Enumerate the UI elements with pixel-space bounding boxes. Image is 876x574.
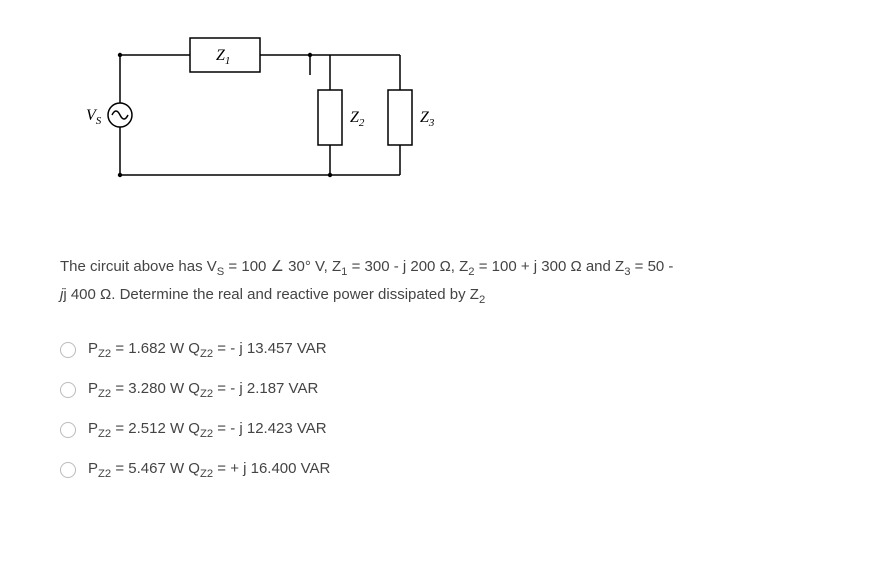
answer-options: PZ2 = 1.682 W QZ2 = - j 13.457 VAR PZ2 =… [60,340,816,480]
vs-label: VS [86,107,102,127]
option-label: PZ2 = 2.512 W QZ2 = - j 12.423 VAR [88,420,327,440]
option-2[interactable]: PZ2 = 3.280 W QZ2 = - j 2.187 VAR [60,380,816,400]
radio-icon [60,422,76,438]
radio-icon [60,462,76,478]
option-1[interactable]: PZ2 = 1.682 W QZ2 = - j 13.457 VAR [60,340,816,360]
radio-icon [60,382,76,398]
question-text: The circuit above has VS = 100 ∠ 30° V, … [60,254,816,310]
option-label: PZ2 = 5.467 W QZ2 = + j 16.400 VAR [88,460,330,480]
option-label: PZ2 = 1.682 W QZ2 = - j 13.457 VAR [88,340,327,360]
option-label: PZ2 = 3.280 W QZ2 = - j 2.187 VAR [88,380,318,400]
circuit-svg: VS Z1 Z2 Z3 [60,20,480,200]
circuit-diagram: VS Z1 Z2 Z3 [60,20,816,204]
z3-label: Z3 [420,109,435,129]
q-line1: The circuit above has VS = 100 ∠ 30° V, … [60,258,673,275]
z1-label: Z1 [216,47,230,67]
radio-icon [60,342,76,358]
z2-label: Z2 [350,109,365,129]
q-line2: jj 400 Ω. Determine the real and reactiv… [60,286,485,303]
option-3[interactable]: PZ2 = 2.512 W QZ2 = - j 12.423 VAR [60,420,816,440]
option-4[interactable]: PZ2 = 5.467 W QZ2 = + j 16.400 VAR [60,460,816,480]
